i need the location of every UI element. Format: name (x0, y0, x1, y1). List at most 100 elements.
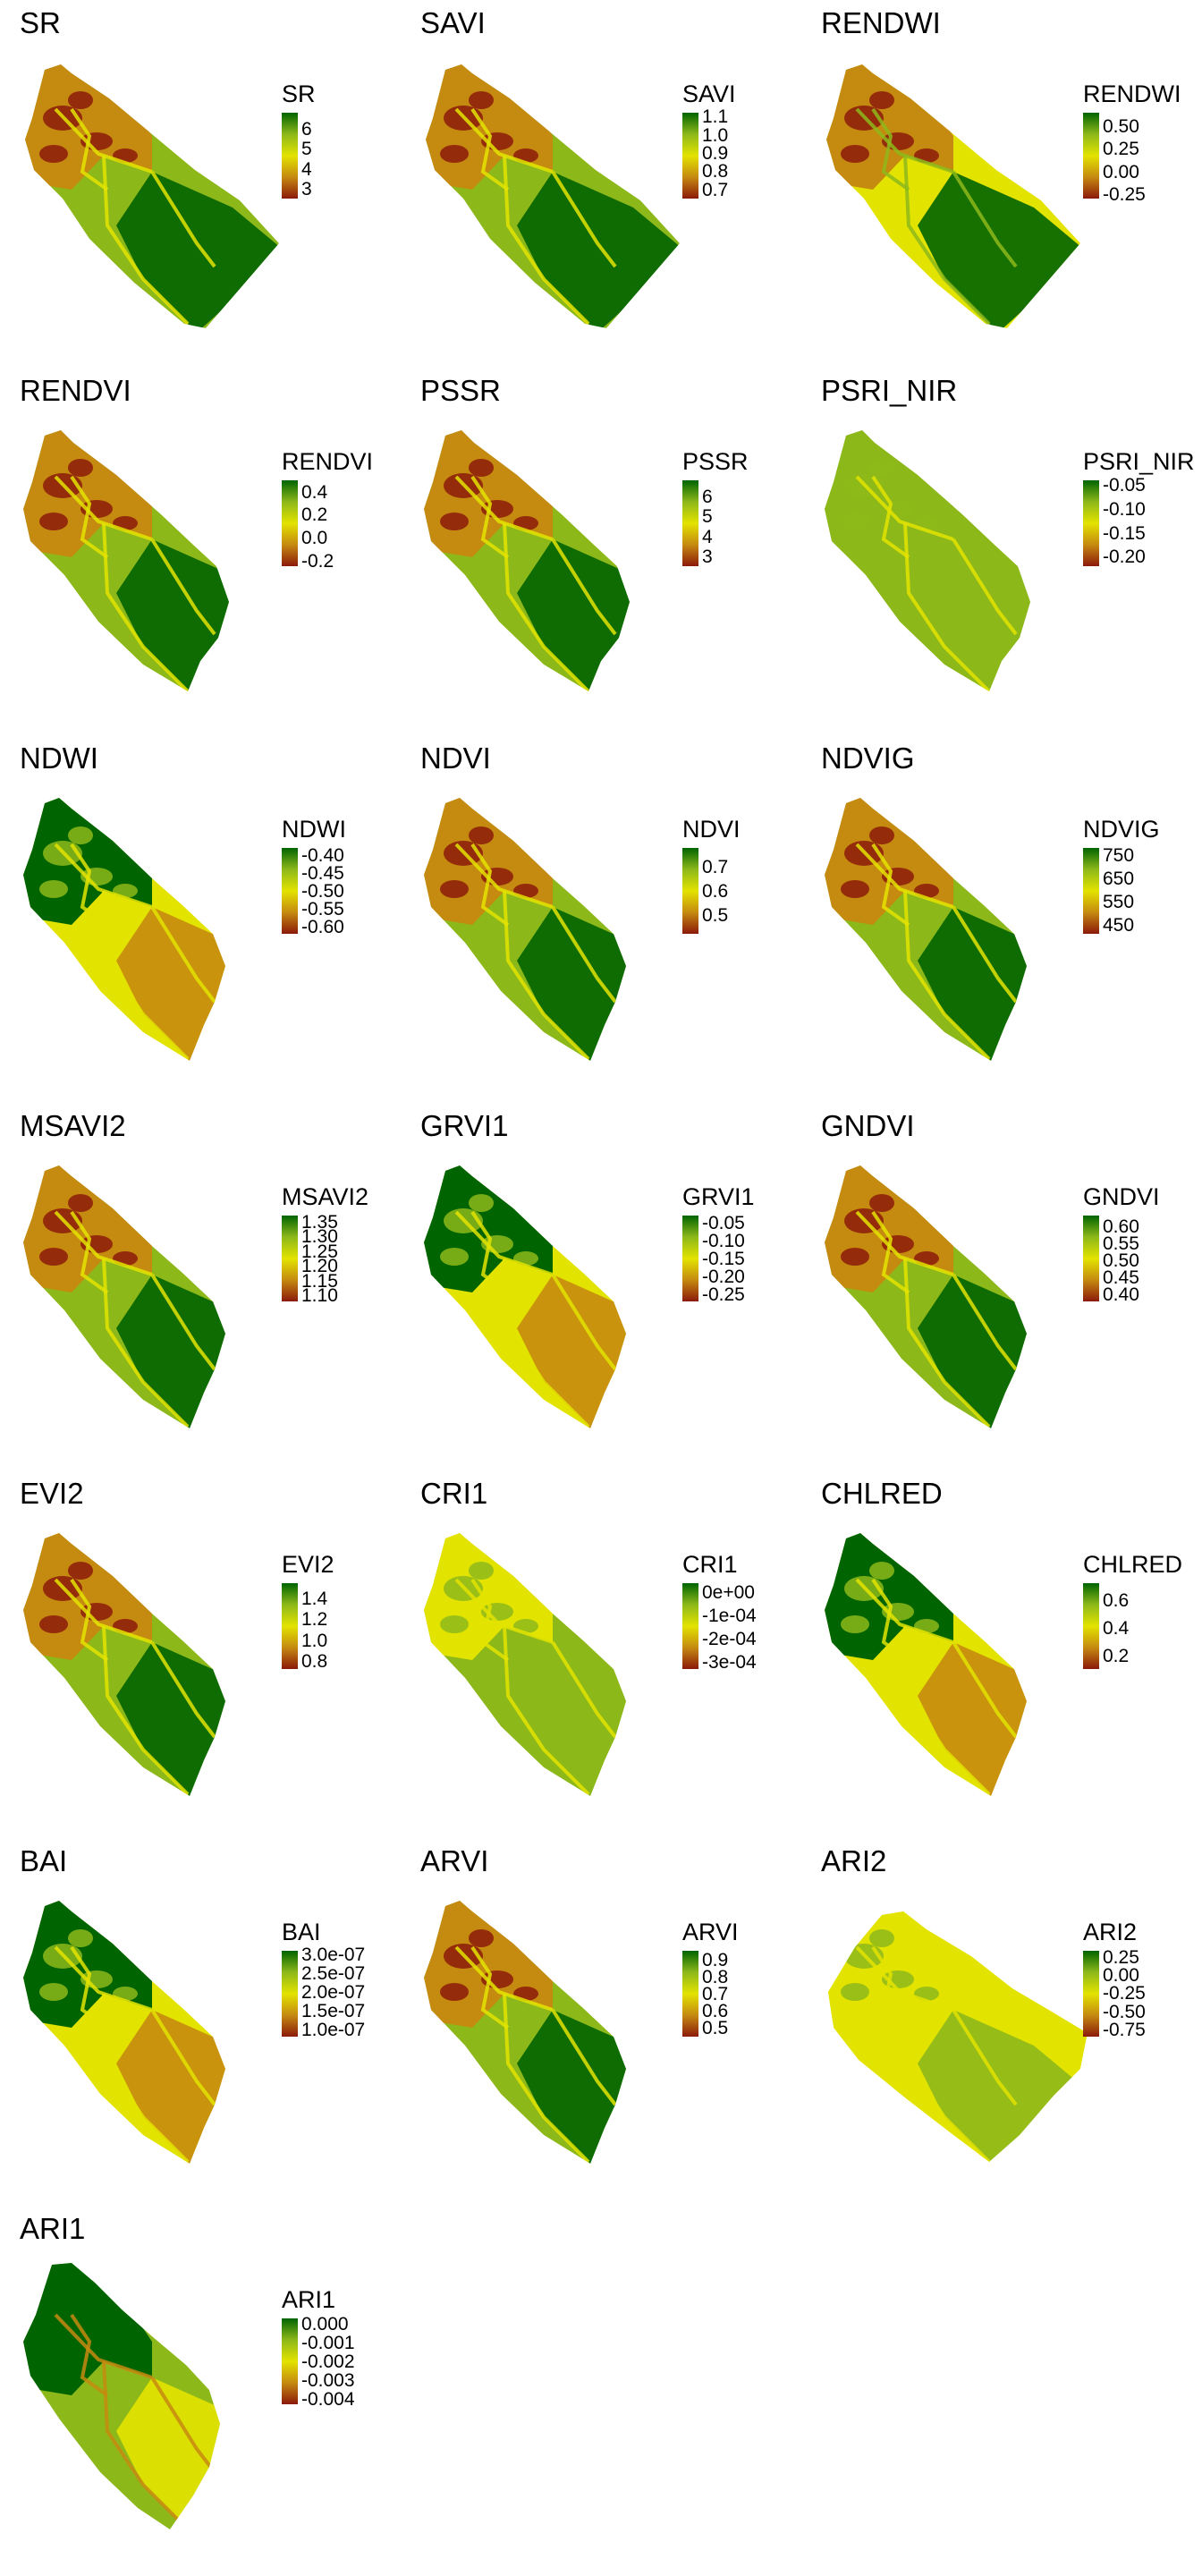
legend-tick-label: -0.55 (301, 899, 344, 919)
legend-tick-label: 0.25 (1103, 139, 1139, 160)
legend-tick-mark (698, 1294, 702, 1295)
raster-map (419, 1158, 687, 1436)
legend-tick-mark (1099, 2029, 1103, 2030)
panel-rendwi: RENDWI RENDWI 0.50 0.25 0.00 -0.25 (801, 0, 1202, 368)
raster-map (819, 1526, 1088, 1803)
raster-map (819, 55, 1088, 333)
legend-ticks: 0.25 0.00 -0.25 -0.50 -0.75 (1099, 1948, 1201, 2039)
legend-tick-mark (698, 516, 702, 518)
legend-tick-label: 0.8 (702, 161, 729, 182)
panel-title: EVI2 (20, 1477, 84, 1510)
legend-tick-mark (1099, 532, 1103, 534)
legend-ticks: 0.7 0.6 0.5 (698, 848, 800, 934)
raster-svg (23, 1901, 225, 2164)
raster-svg (826, 64, 1080, 328)
legend-tick-mark (698, 891, 702, 892)
field-boundary-line (470, 107, 510, 191)
legend-tick-label: 1.4 (301, 1589, 328, 1610)
legend-tick-mark (698, 496, 702, 497)
field-boundary-line (470, 1210, 510, 1294)
field-boundary-line (871, 1945, 910, 2029)
raster-map (18, 423, 286, 700)
legend-tick-label: 0.7 (702, 857, 729, 878)
legend-title: NDWI (282, 816, 346, 843)
raster-field (424, 1901, 626, 2164)
color-legend: SAVI 1.1 1.0 0.9 0.8 0.7 (682, 80, 801, 259)
legend-tick-mark (698, 914, 702, 916)
raster-field (426, 64, 680, 328)
legend-title: GRVI1 (682, 1183, 755, 1210)
color-legend: RENDVI 0.4 0.2 0.0 -0.2 (282, 448, 401, 627)
legend-tick-mark (1099, 193, 1103, 195)
panel-title: NDVI (420, 741, 491, 775)
legend-tick-mark (298, 188, 301, 190)
field-boundary-line (150, 2376, 216, 2474)
raster-svg (424, 430, 630, 691)
legend-tick-mark (1099, 1277, 1103, 1279)
raster-map (18, 55, 286, 333)
legend-tick-label: 0.00 (1103, 1964, 1139, 1986)
legend-tick-mark (298, 1954, 301, 1956)
legend-tick-mark (1099, 1655, 1103, 1657)
legend-ticks: 750 650 550 450 (1099, 846, 1201, 935)
legend-title: RENDVI (282, 448, 374, 475)
legend-tick-mark (1099, 1225, 1103, 1227)
panel-psri-nir: PSRI_NIR PSRI_NIR -0.05 -0.10 -0.15 -0.20 (801, 368, 1202, 735)
panel-title: MSAVI2 (20, 1109, 126, 1142)
legend-tick-mark (298, 2361, 301, 2362)
field-patch (841, 145, 869, 163)
legend-tick-label: 1.5e-07 (301, 2000, 366, 2021)
legend-tick-label: -0.10 (702, 1231, 745, 1251)
raster-field (825, 430, 1030, 691)
legend-ticks: 0.4 0.2 0.0 -0.2 (298, 480, 400, 571)
legend-tick-label: -0.50 (1103, 2001, 1146, 2022)
legend-tick-mark (298, 1295, 301, 1297)
legend-tick-label: 3 (702, 546, 713, 567)
field-boundary-line (454, 843, 554, 909)
legend-tick-mark (1099, 485, 1103, 487)
color-legend: SR 6 5 4 3 (282, 80, 401, 259)
legend-tick-mark (698, 1662, 702, 1664)
legend-tick-label: 1.0e-07 (301, 2019, 366, 2040)
legend-tick-label: -0.002 (301, 2351, 355, 2372)
raster-svg (25, 64, 279, 328)
legend-colorbar (1083, 1583, 1099, 1669)
panel-ndwi: NDWI NDWI -0.40 -0.45 -0.50 -0.55 -0.60 (0, 735, 401, 1103)
legend-tick-label: 5 (301, 139, 312, 160)
legend-tick-label: 0.9 (702, 142, 729, 164)
raster-field (424, 798, 626, 1061)
raster-map (18, 1526, 286, 1803)
legend-tick-label: -0.25 (1103, 183, 1146, 205)
legend-tick-label: 0.5 (702, 904, 729, 926)
color-legend: ARVI 0.9 0.8 0.7 0.6 0.5 (682, 1919, 801, 2097)
legend-tick-label: -1e-04 (702, 1606, 757, 1627)
field-patch (39, 513, 68, 530)
raster-svg (424, 798, 626, 1061)
raster-map (419, 1894, 687, 2171)
field-boundary-line (150, 1640, 216, 1739)
legend-tick-label: 0.50 (1103, 116, 1139, 138)
field-patch (869, 1562, 894, 1580)
field-patch (39, 145, 68, 163)
legend-tick-mark (298, 1973, 301, 1975)
panel-arvi: ARVI ARVI 0.9 0.8 0.7 0.6 0.5 (401, 1838, 801, 2206)
field-boundary-line (855, 1210, 954, 1276)
legend-tick-mark (298, 1250, 301, 1252)
color-legend: NDWI -0.40 -0.45 -0.50 -0.55 -0.60 (282, 816, 401, 995)
legend-tick-mark (698, 134, 702, 136)
field-boundary-line (551, 538, 617, 636)
legend-tick-label: -0.60 (301, 917, 344, 937)
field-boundary-line (952, 538, 1018, 636)
color-legend: MSAVI2 1.35 1.30 1.25 1.20 1.15 1.10 (282, 1183, 401, 1362)
legend-tick-label: 0.50 (1103, 1250, 1139, 1271)
legend-colorbar (682, 113, 698, 199)
panel-ari2: ARI2 ARI2 0.25 0.00 -0.25 -0.50 -0.75 (801, 1838, 1202, 2206)
panel-savi: SAVI SAVI 1.1 1.0 0.9 0.8 0.7 (401, 0, 801, 368)
legend-ticks: 0e+00 -1e-04 -2e-04 -3e-04 (698, 1583, 800, 1672)
legend-tick-label: 650 (1103, 868, 1135, 889)
field-patch (39, 1615, 68, 1633)
legend-ticks: 0.6 0.4 0.2 (1099, 1583, 1201, 1669)
panel-title: ARI2 (821, 1844, 887, 1877)
legend-tick-label: 4 (301, 158, 312, 180)
